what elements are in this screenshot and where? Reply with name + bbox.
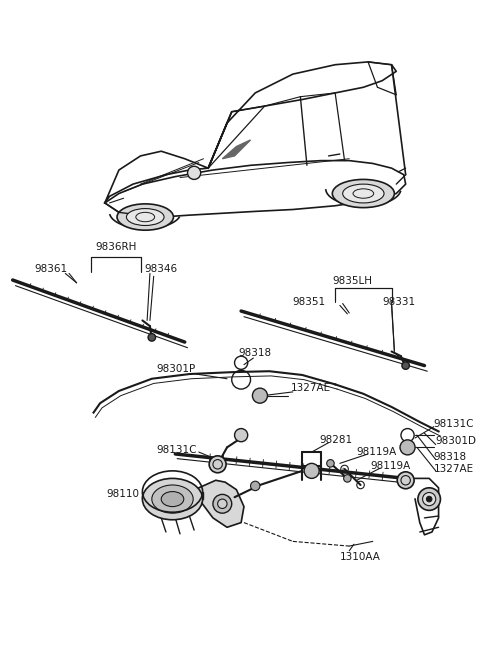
Circle shape	[418, 488, 441, 510]
Text: 98131C: 98131C	[434, 419, 474, 429]
Text: 9836RH: 9836RH	[96, 242, 137, 252]
Ellipse shape	[332, 179, 395, 208]
Circle shape	[397, 472, 414, 489]
Text: 98346: 98346	[144, 264, 178, 274]
Ellipse shape	[152, 485, 193, 513]
Circle shape	[217, 499, 227, 508]
Circle shape	[188, 166, 201, 179]
Ellipse shape	[161, 491, 184, 506]
Text: 98119A: 98119A	[357, 447, 397, 457]
Ellipse shape	[117, 204, 173, 230]
Text: 98331: 98331	[382, 297, 415, 307]
Text: 98318: 98318	[434, 452, 467, 462]
Polygon shape	[199, 480, 244, 527]
Circle shape	[148, 333, 156, 341]
Text: 98351: 98351	[293, 297, 326, 307]
Text: 98361: 98361	[34, 264, 67, 274]
Circle shape	[344, 475, 351, 482]
Text: 98110: 98110	[107, 489, 140, 499]
Circle shape	[327, 460, 334, 467]
Text: 1310AA: 1310AA	[340, 552, 381, 563]
Ellipse shape	[126, 208, 164, 225]
Circle shape	[402, 362, 409, 369]
Text: 98318: 98318	[238, 348, 271, 358]
Polygon shape	[222, 140, 251, 159]
Circle shape	[304, 463, 319, 478]
Text: 98131C: 98131C	[156, 445, 197, 455]
Text: 9835LH: 9835LH	[332, 276, 372, 286]
Circle shape	[422, 493, 436, 506]
Ellipse shape	[343, 184, 384, 203]
Circle shape	[400, 440, 415, 455]
Circle shape	[251, 481, 260, 491]
Text: 98119A: 98119A	[370, 461, 410, 471]
Ellipse shape	[143, 478, 203, 520]
Circle shape	[235, 428, 248, 441]
Circle shape	[213, 495, 232, 513]
Text: 1327AE: 1327AE	[434, 464, 474, 474]
Text: 98301D: 98301D	[436, 436, 477, 446]
Text: 98301P: 98301P	[156, 364, 196, 375]
Circle shape	[426, 496, 432, 502]
Circle shape	[209, 456, 226, 473]
Text: 1327AE: 1327AE	[291, 383, 331, 393]
Circle shape	[252, 388, 267, 403]
Text: 98281: 98281	[319, 435, 352, 445]
